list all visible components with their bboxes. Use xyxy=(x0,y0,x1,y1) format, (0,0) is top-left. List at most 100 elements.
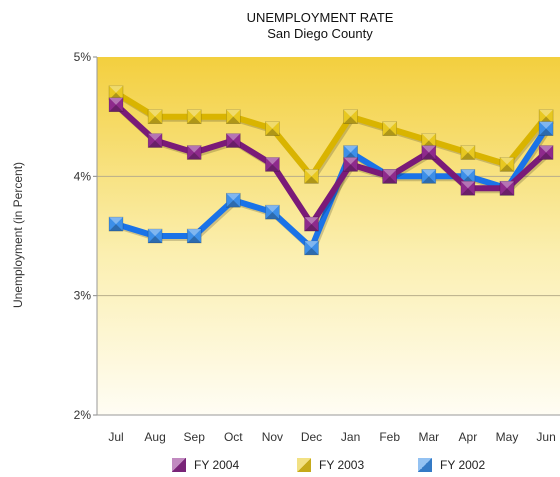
data-point xyxy=(265,121,280,136)
data-point-shade xyxy=(148,116,163,124)
data-point-highlight xyxy=(226,193,241,201)
x-tick-label: Feb xyxy=(379,430,400,444)
data-point-shade xyxy=(109,224,123,232)
data-point-shade xyxy=(187,116,202,124)
data-point-highlight xyxy=(421,145,436,153)
data-point-shade xyxy=(265,164,280,172)
chart-title: UNEMPLOYMENT RATE xyxy=(246,10,394,25)
data-point-marker xyxy=(186,228,202,244)
data-point xyxy=(538,145,554,160)
data-point-marker xyxy=(186,109,202,124)
data-point-marker xyxy=(460,180,476,196)
data-point-shade xyxy=(539,152,554,160)
data-point-shade xyxy=(539,128,554,136)
legend-item: FY 2002 xyxy=(418,458,485,472)
data-point-highlight xyxy=(539,109,554,117)
legend-swatch xyxy=(297,458,311,472)
data-point xyxy=(382,169,398,184)
data-point-highlight xyxy=(382,169,397,177)
data-point-shade xyxy=(382,128,397,136)
data-point xyxy=(343,157,358,172)
x-tick-label: Jun xyxy=(536,430,555,444)
x-tick-label: Sep xyxy=(184,430,206,444)
data-point-highlight xyxy=(460,181,475,189)
x-tick-label: Oct xyxy=(224,430,243,444)
y-tick-label: 4% xyxy=(74,169,92,183)
data-point xyxy=(147,109,163,124)
data-point-marker xyxy=(421,145,437,160)
data-point-shade xyxy=(460,152,475,160)
data-point xyxy=(108,216,124,232)
grid xyxy=(97,175,560,297)
data-point xyxy=(108,97,124,113)
data-point-marker xyxy=(538,121,554,136)
data-point-highlight xyxy=(343,157,358,165)
x-tick-label: Jul xyxy=(108,430,123,444)
data-point xyxy=(499,180,515,196)
data-point-shade xyxy=(421,152,436,160)
data-point-highlight xyxy=(421,133,436,141)
data-point xyxy=(421,145,437,160)
data-point-highlight xyxy=(500,181,514,189)
data-point-highlight xyxy=(109,85,123,93)
legend-label: FY 2003 xyxy=(319,458,365,472)
x-tick-label: Aug xyxy=(144,430,165,444)
data-point-shade xyxy=(187,236,202,243)
data-point-highlight xyxy=(460,169,475,177)
x-tick-label: Dec xyxy=(301,430,322,444)
data-point-marker xyxy=(304,240,319,256)
data-point xyxy=(265,157,280,172)
data-point-marker xyxy=(265,157,280,172)
data-point-marker xyxy=(226,133,241,148)
data-point-marker xyxy=(147,109,163,124)
y-tick-label: 5% xyxy=(74,50,92,64)
x-tick-label: Apr xyxy=(459,430,478,444)
data-point xyxy=(186,145,202,160)
data-point-marker xyxy=(265,121,280,136)
data-point-shade xyxy=(148,140,163,148)
data-point-highlight xyxy=(421,169,436,177)
data-point-marker xyxy=(147,133,163,148)
data-point xyxy=(186,228,202,244)
data-point-marker xyxy=(226,192,241,208)
data-point xyxy=(460,145,476,160)
data-point-highlight xyxy=(187,109,202,117)
data-point xyxy=(499,157,515,172)
data-point xyxy=(304,240,319,256)
data-point-highlight xyxy=(539,145,554,153)
data-point-marker xyxy=(499,180,515,196)
data-point-highlight xyxy=(148,229,163,236)
data-point-highlight xyxy=(304,169,319,177)
x-tick-label: May xyxy=(496,430,519,444)
data-point-marker xyxy=(499,157,515,172)
legend-label: FY 2004 xyxy=(194,458,240,472)
data-point-highlight xyxy=(187,229,202,236)
data-point xyxy=(304,169,319,184)
data-point-marker xyxy=(343,157,358,172)
data-point-highlight xyxy=(109,217,123,225)
data-point-highlight xyxy=(343,145,358,153)
data-point-shade xyxy=(304,176,319,184)
data-point-marker xyxy=(108,97,124,113)
data-point-shade xyxy=(148,236,163,243)
data-point-highlight xyxy=(304,240,319,248)
legend-swatch xyxy=(418,458,432,472)
data-point-highlight xyxy=(109,97,123,105)
data-point xyxy=(186,109,202,124)
data-point-marker xyxy=(382,121,398,136)
data-point-shade xyxy=(421,176,436,184)
data-point-highlight xyxy=(265,157,280,165)
data-point-highlight xyxy=(148,133,163,141)
data-point-marker xyxy=(186,145,202,160)
x-tick-label: Nov xyxy=(262,430,283,444)
legend: FY 2004 FY 2003 FY 2002 xyxy=(0,458,560,476)
data-point-shade xyxy=(187,152,202,160)
data-point-shade xyxy=(226,116,241,124)
data-point-marker xyxy=(538,145,554,160)
data-point-shade xyxy=(304,224,319,232)
x-tick-label: Mar xyxy=(418,430,439,444)
data-point xyxy=(343,109,358,124)
x-tick-label: Jan xyxy=(341,430,360,444)
